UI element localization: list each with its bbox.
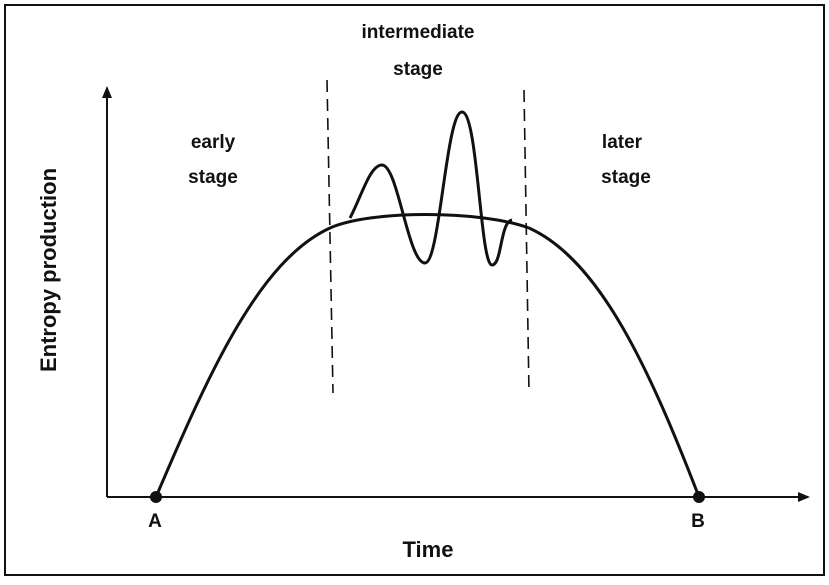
point-b (693, 491, 705, 503)
stage-divider (523, 89, 530, 394)
main-curve (154, 213, 701, 498)
stage-label: stage (188, 167, 238, 188)
x-axis-label: Time (403, 537, 454, 562)
fluctuation-curve (348, 110, 513, 267)
stage-divider (326, 79, 334, 394)
y-axis-label: Entropy production (36, 168, 61, 372)
stage-label: stage (393, 59, 443, 80)
stage-label: later (602, 132, 643, 153)
point-label: A (148, 511, 162, 532)
stage-label: early (191, 132, 236, 153)
point-a (150, 491, 162, 503)
point-label: B (691, 511, 705, 532)
frame (4, 4, 825, 576)
stage-label: intermediate (362, 22, 475, 43)
stage-label: stage (601, 167, 651, 188)
